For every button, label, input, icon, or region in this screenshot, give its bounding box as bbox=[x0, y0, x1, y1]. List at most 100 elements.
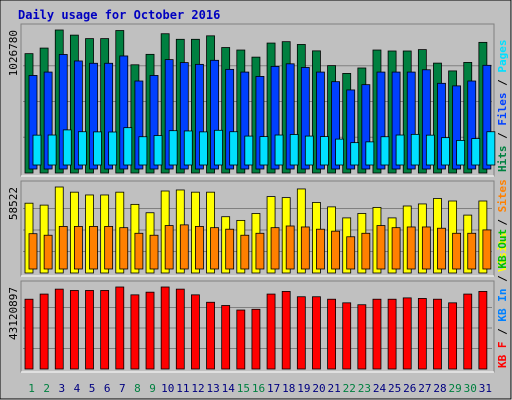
bar-pages-day-19 bbox=[304, 135, 314, 166]
bar-kb-f-day-1 bbox=[24, 298, 34, 370]
day-axis: 1 2 3 4 5 6 7 8 9 10 11 12 13 14 15 16 17 18 19 20 21 22 23 24 2… bbox=[28, 382, 492, 395]
day-label-9: 9 bbox=[149, 382, 156, 395]
bar-sites-day-3 bbox=[58, 226, 68, 270]
legend-entry: Hits bbox=[496, 146, 509, 173]
bar-sites-day-19 bbox=[300, 226, 310, 270]
bar-kb-f-day-4 bbox=[69, 290, 79, 370]
bar-pages-day-6 bbox=[108, 131, 118, 166]
day-label-25: 25 bbox=[388, 382, 401, 395]
bar-kb-f-day-9 bbox=[145, 291, 155, 370]
bar-sites-day-20 bbox=[316, 228, 325, 270]
bar-files-day-9 bbox=[149, 75, 159, 170]
bar-sites-day-11 bbox=[179, 224, 189, 270]
bar-kb-f-day-13 bbox=[206, 301, 215, 370]
bar-files-day-27 bbox=[421, 69, 431, 170]
bar-files-day-14 bbox=[225, 68, 235, 170]
bar-sites-day-26 bbox=[406, 226, 416, 270]
bar-files-day-16 bbox=[255, 76, 265, 170]
bar-files-day-20 bbox=[316, 71, 325, 170]
bar-kb-f-day-3 bbox=[54, 288, 64, 370]
bar-pages-day-25 bbox=[395, 134, 405, 166]
day-label-31: 31 bbox=[479, 382, 492, 395]
bar-files-day-22 bbox=[346, 89, 356, 170]
bar-sites-day-23 bbox=[361, 232, 371, 270]
bar-kb-f-day-6 bbox=[100, 290, 110, 370]
bar-files-day-29 bbox=[452, 85, 462, 170]
bar-pages-day-16 bbox=[259, 136, 269, 166]
bar-pages-day-18 bbox=[289, 134, 299, 166]
bar-sites-day-8 bbox=[134, 232, 144, 270]
bar-pages-day-10 bbox=[168, 130, 178, 166]
bar-pages-day-22 bbox=[350, 142, 360, 166]
day-label-11: 11 bbox=[176, 382, 189, 395]
day-label-3: 3 bbox=[59, 382, 66, 395]
bar-sites-day-15 bbox=[240, 234, 250, 270]
day-label-15: 15 bbox=[237, 382, 250, 395]
day-label-30: 30 bbox=[464, 382, 477, 395]
bar-files-day-13 bbox=[210, 59, 219, 170]
legend-separator: / bbox=[496, 126, 509, 146]
day-label-8: 8 bbox=[134, 382, 141, 395]
bar-sites-day-25 bbox=[391, 227, 401, 270]
bar-pages-day-31 bbox=[486, 131, 496, 166]
legend-entry: KB Out bbox=[496, 229, 509, 269]
bar-files-day-18 bbox=[285, 63, 295, 170]
bar-sites-day-24 bbox=[376, 225, 386, 270]
bar-pages-day-14 bbox=[229, 131, 239, 166]
day-label-24: 24 bbox=[373, 382, 387, 395]
legend-entry: Visits bbox=[496, 232, 509, 272]
bar-pages-day-12 bbox=[199, 131, 208, 166]
day-label-26: 26 bbox=[403, 382, 416, 395]
bar-kb-f-day-11 bbox=[175, 288, 185, 370]
bar-sites-day-27 bbox=[421, 226, 431, 270]
bar-files-day-28 bbox=[437, 82, 446, 170]
bar-sites-day-28 bbox=[437, 227, 446, 270]
bar-files-day-19 bbox=[300, 67, 310, 170]
legend-separator: / bbox=[496, 73, 509, 93]
bar-files-day-10 bbox=[164, 59, 174, 170]
bar-sites-day-16 bbox=[255, 232, 265, 270]
day-label-22: 22 bbox=[343, 382, 356, 395]
bar-kb-f-day-8 bbox=[130, 294, 140, 370]
bar-pages-day-30 bbox=[471, 138, 481, 166]
bar-pages-day-3 bbox=[62, 129, 72, 166]
bar-files-day-23 bbox=[361, 84, 371, 170]
legend-hits-files-pages: Hits / Files / Pages bbox=[496, 40, 509, 173]
bar-files-day-21 bbox=[331, 81, 340, 170]
bar-sites-day-1 bbox=[28, 233, 38, 270]
chart-title: Daily usage for October 2016 bbox=[18, 8, 220, 22]
bar-files-day-12 bbox=[195, 63, 204, 170]
y-max-label: 43120897 bbox=[7, 287, 20, 340]
bar-files-day-31 bbox=[482, 64, 492, 170]
day-label-17: 17 bbox=[267, 382, 280, 395]
chart-panels: 1026780 Hits / Files / Pages 58522 Visits /… bbox=[7, 23, 509, 373]
bar-files-day-17 bbox=[270, 65, 280, 170]
panel-visits-sites: 58522 Visits / Sites bbox=[7, 179, 509, 277]
legend-visits-sites: Visits / Sites bbox=[496, 179, 509, 272]
bar-sites-day-9 bbox=[149, 234, 159, 270]
bar-kb-f-day-10 bbox=[160, 286, 170, 370]
legend-entry: Pages bbox=[496, 40, 509, 73]
bar-sites-day-30 bbox=[467, 232, 477, 270]
bar-pages-day-9 bbox=[153, 135, 163, 166]
day-label-21: 21 bbox=[328, 382, 341, 395]
bar-sites-day-31 bbox=[482, 229, 492, 270]
bar-pages-day-11 bbox=[183, 130, 193, 166]
day-label-7: 7 bbox=[119, 382, 126, 395]
bar-pages-day-4 bbox=[77, 131, 87, 166]
bar-kb-f-day-25 bbox=[387, 298, 397, 370]
bar-kb-f-day-15 bbox=[236, 309, 246, 370]
bar-files-day-8 bbox=[134, 80, 144, 170]
day-label-28: 28 bbox=[433, 382, 446, 395]
bar-kb-f-day-22 bbox=[342, 302, 352, 370]
day-label-20: 20 bbox=[312, 382, 325, 395]
bar-kb-f-day-17 bbox=[266, 293, 276, 370]
bar-pages-day-28 bbox=[441, 137, 450, 166]
bar-files-day-11 bbox=[179, 62, 189, 170]
day-label-14: 14 bbox=[222, 382, 236, 395]
bar-sites-day-18 bbox=[285, 225, 295, 270]
panel-traffic: 43120897 KB F / KB In / KB Out bbox=[7, 229, 509, 373]
panel-hits-files-pages: 1026780 Hits / Files / Pages bbox=[7, 23, 509, 177]
